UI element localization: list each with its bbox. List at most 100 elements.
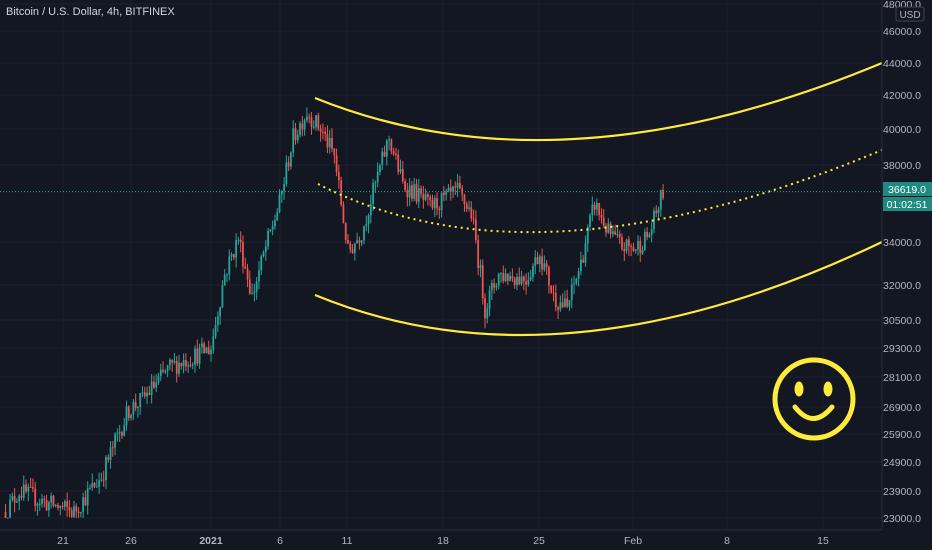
candle[interactable] [623, 242, 626, 262]
candle[interactable] [662, 184, 664, 201]
candle[interactable] [299, 121, 301, 138]
candle[interactable] [458, 175, 461, 190]
candle[interactable] [376, 162, 379, 188]
candle[interactable] [602, 208, 605, 228]
candle[interactable] [82, 492, 85, 518]
candle[interactable] [347, 234, 349, 245]
candle[interactable] [454, 181, 457, 195]
candle[interactable] [486, 303, 489, 324]
candle[interactable] [143, 386, 146, 399]
candle[interactable] [246, 263, 249, 288]
candle[interactable] [189, 356, 192, 368]
candle[interactable] [367, 213, 370, 234]
candle[interactable] [584, 235, 587, 267]
candle[interactable] [333, 147, 336, 164]
candle[interactable] [479, 259, 482, 278]
candle[interactable] [646, 227, 649, 241]
candle[interactable] [609, 221, 612, 239]
candle[interactable] [433, 195, 436, 218]
candle[interactable] [500, 272, 502, 283]
candle[interactable] [226, 273, 228, 283]
candle[interactable] [543, 255, 546, 272]
candle[interactable] [415, 179, 418, 205]
candle[interactable] [146, 386, 148, 405]
candle[interactable] [310, 111, 313, 135]
candle[interactable] [385, 138, 388, 166]
candle[interactable] [344, 222, 347, 244]
candle[interactable] [399, 159, 402, 175]
candle[interactable] [178, 354, 180, 377]
candle[interactable] [545, 260, 548, 275]
candle[interactable] [107, 454, 110, 463]
candle[interactable] [388, 135, 390, 151]
candle[interactable] [342, 201, 345, 224]
candle[interactable] [527, 272, 530, 287]
candle[interactable] [431, 194, 434, 210]
candle[interactable] [43, 495, 46, 508]
candle[interactable] [6, 517, 9, 519]
candle[interactable] [66, 492, 69, 517]
candle[interactable] [59, 505, 62, 516]
candle[interactable] [324, 127, 327, 141]
candle[interactable] [548, 265, 550, 294]
candle[interactable] [427, 192, 429, 206]
candle[interactable] [591, 196, 594, 222]
candle[interactable] [449, 179, 452, 201]
candle[interactable] [593, 201, 596, 216]
candle[interactable] [356, 232, 359, 244]
candle[interactable] [13, 488, 16, 513]
candle[interactable] [417, 179, 420, 208]
candle[interactable] [32, 478, 34, 493]
candle[interactable] [406, 182, 409, 207]
candle[interactable] [278, 189, 281, 214]
drawing-layer[interactable] [314, 61, 883, 441]
candle[interactable] [207, 340, 210, 355]
candle[interactable] [611, 225, 614, 238]
candle[interactable] [61, 502, 64, 510]
candle[interactable] [518, 267, 521, 286]
candle[interactable] [139, 392, 142, 415]
candle[interactable] [445, 188, 448, 201]
candle[interactable] [335, 148, 338, 177]
candle[interactable] [98, 472, 101, 494]
candle[interactable] [153, 375, 155, 390]
candle[interactable] [148, 385, 151, 396]
candle[interactable] [221, 280, 224, 309]
candle[interactable] [45, 494, 48, 511]
candle[interactable] [321, 123, 324, 140]
candle[interactable] [484, 293, 486, 329]
currency-badge[interactable] [895, 6, 925, 22]
candle[interactable] [340, 176, 343, 207]
candle[interactable] [643, 228, 646, 251]
candle[interactable] [175, 356, 178, 383]
candle[interactable] [164, 369, 167, 375]
candle[interactable] [57, 502, 59, 511]
candle[interactable] [424, 188, 427, 202]
candle[interactable] [169, 358, 171, 371]
candle[interactable] [522, 275, 525, 291]
candle[interactable] [114, 432, 116, 456]
candle[interactable] [95, 478, 98, 488]
time-axis[interactable]: 21 26 2021 6 11 18 25 Feb 8 15 [0, 529, 932, 550]
candle[interactable] [534, 250, 537, 275]
candle[interactable] [86, 481, 89, 515]
candle[interactable] [541, 248, 543, 276]
candle[interactable] [436, 192, 438, 216]
candle[interactable] [390, 138, 393, 155]
candle[interactable] [212, 328, 215, 354]
candle[interactable] [301, 116, 304, 137]
candle[interactable] [504, 268, 507, 283]
candle[interactable] [538, 254, 541, 273]
candle[interactable] [68, 500, 71, 518]
candle[interactable] [312, 120, 315, 130]
candle[interactable] [573, 275, 575, 295]
candle[interactable] [637, 235, 639, 256]
candle[interactable] [634, 249, 637, 254]
candle[interactable] [296, 129, 299, 144]
candle[interactable] [474, 210, 477, 244]
candle[interactable] [75, 503, 78, 518]
candle[interactable] [570, 277, 573, 309]
candle[interactable] [456, 173, 459, 197]
candle[interactable] [118, 425, 121, 442]
